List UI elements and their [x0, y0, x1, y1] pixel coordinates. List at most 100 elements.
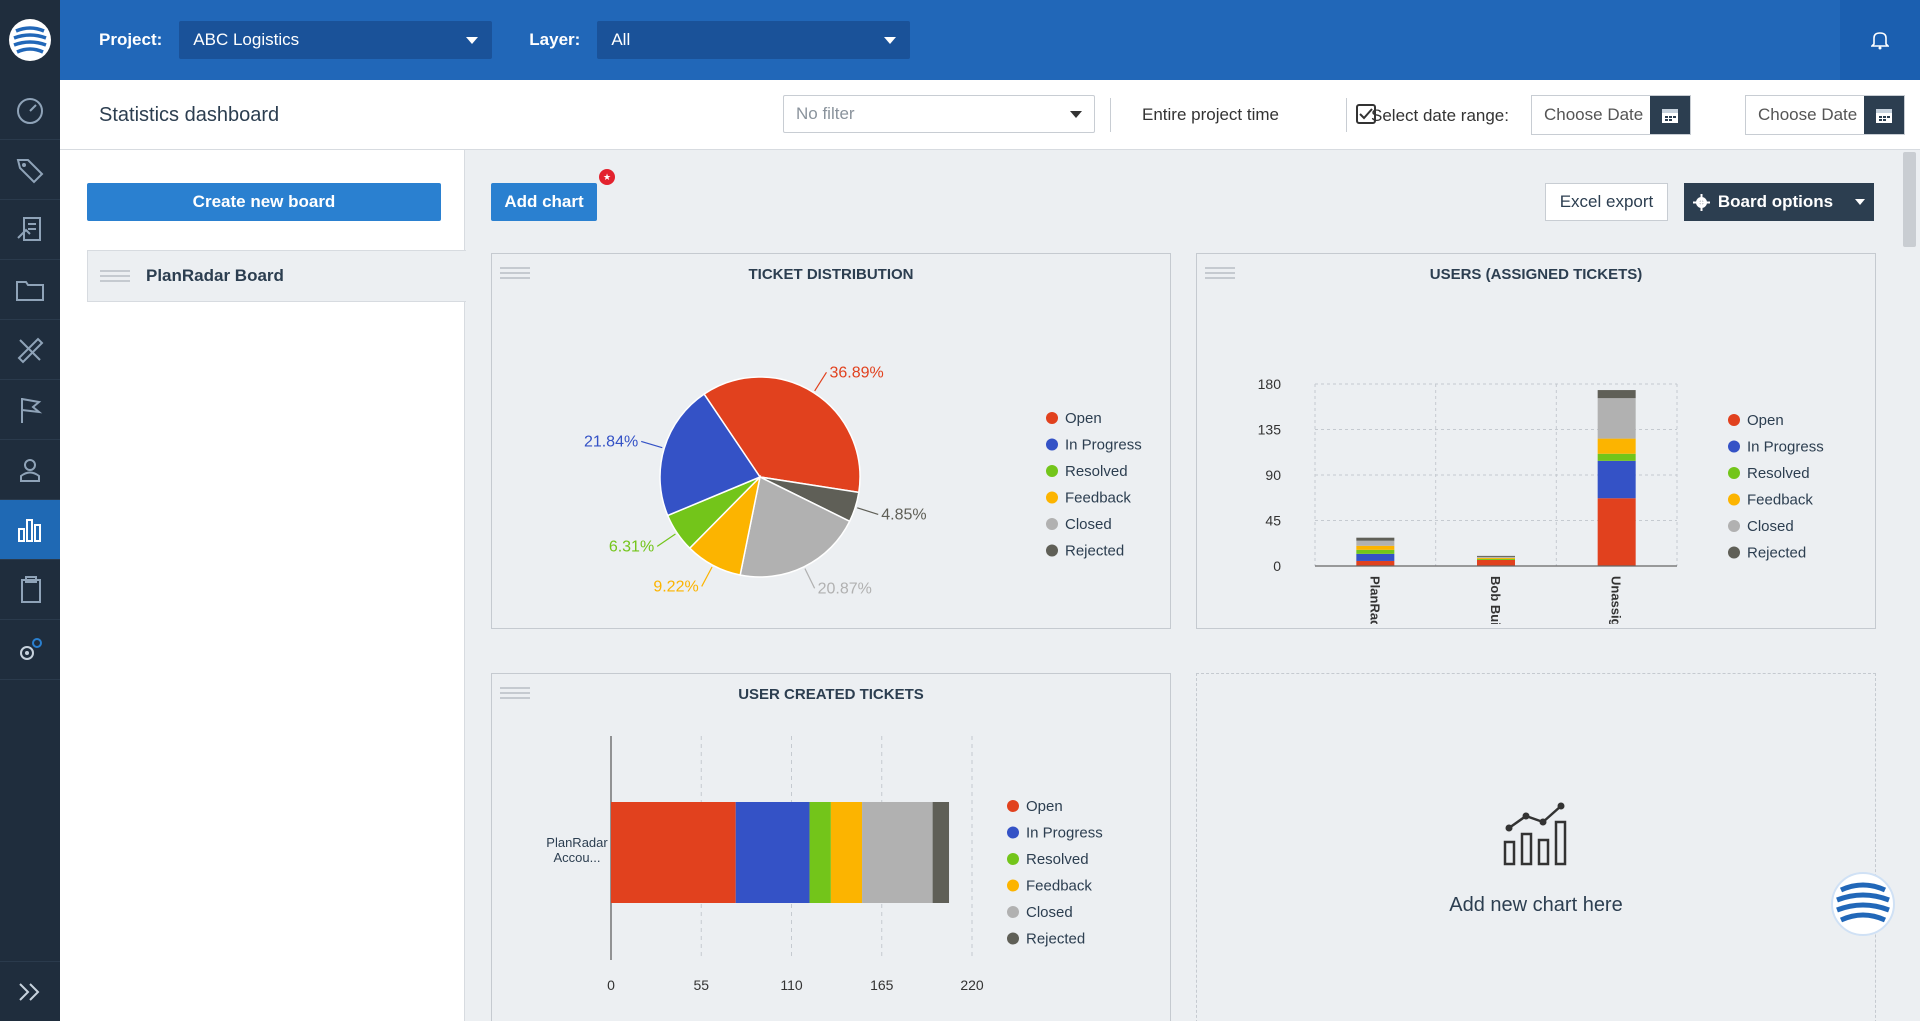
statistics-icon — [18, 518, 41, 542]
legend-label-rejected[interactable]: Rejected — [1026, 931, 1085, 948]
bell-icon — [1871, 32, 1889, 50]
legend-label-rejected[interactable]: Rejected — [1065, 543, 1124, 560]
bar-unassigned-t-resolved[interactable] — [1597, 453, 1636, 461]
pie-slice-open[interactable] — [703, 376, 861, 494]
scrollbar-thumb[interactable] — [1903, 152, 1916, 247]
board-options-label: Board options — [1717, 192, 1834, 211]
bar-planradar-ac-feedback[interactable] — [1356, 545, 1395, 550]
rail-reports[interactable] — [0, 200, 60, 260]
reports-icon — [17, 216, 41, 241]
bar-unassigned-t-rejected[interactable] — [1597, 390, 1636, 399]
legend-marker-feedback — [1007, 879, 1019, 892]
filter-select[interactable]: No filter — [783, 95, 1095, 133]
bar-segment-in-progress[interactable] — [735, 802, 810, 903]
rail-tickets[interactable] — [0, 140, 60, 200]
legend-label-open[interactable]: Open — [1747, 412, 1784, 429]
users-assigned-panel: USERS (ASSIGNED TICKETS) 0 45 90 135 180 Plan… — [1196, 253, 1876, 629]
bar-unassigned-t-closed[interactable] — [1597, 398, 1636, 439]
legend-label-open[interactable]: Open — [1065, 410, 1102, 427]
user-created-panel: USER CREATED TICKETS 0 55 110 165 220 PlanRad… — [491, 673, 1171, 1021]
pie-slice-in-progress[interactable] — [659, 393, 762, 517]
excel-export-button[interactable]: Excel export — [1545, 183, 1668, 221]
rail-settings[interactable] — [0, 620, 60, 680]
bar-planradar-ac-in-progress[interactable] — [1356, 553, 1395, 561]
legend-label-feedback[interactable]: Feedback — [1065, 490, 1131, 507]
rail-documents[interactable] — [0, 260, 60, 320]
plans-ruler-icon — [17, 337, 44, 363]
bar-bob-builder-resolved[interactable] — [1477, 558, 1515, 560]
rail-forms[interactable] — [0, 560, 60, 620]
pie-slice-closed[interactable] — [739, 475, 851, 578]
legend-marker-in-progress — [1007, 826, 1019, 839]
bar-planradar-ac-resolved[interactable] — [1356, 549, 1395, 554]
legend-label-in-progress[interactable]: In Progress — [1065, 437, 1142, 454]
add-chart-placeholder[interactable]: Add new chart here — [1196, 673, 1876, 1021]
legend-label-closed[interactable]: Closed — [1747, 518, 1794, 535]
rail-users[interactable] — [0, 440, 60, 500]
date-from-calendar-button[interactable] — [1650, 96, 1690, 134]
x-tick-label: 55 — [693, 977, 709, 993]
bar-segment-rejected[interactable] — [932, 802, 950, 903]
legend-label-in-progress[interactable]: In Progress — [1747, 439, 1824, 456]
rail-expand[interactable] — [0, 961, 60, 1021]
legend-label-feedback[interactable]: Feedback — [1026, 878, 1092, 895]
entire-project-time-checkbox[interactable] — [1356, 104, 1376, 124]
bar-segment-open[interactable] — [611, 802, 736, 903]
drag-handle-icon[interactable] — [500, 264, 530, 282]
notifications-button[interactable] — [1840, 0, 1920, 80]
main-scrollbar[interactable] — [1899, 150, 1920, 1021]
legend-label-closed[interactable]: Closed — [1065, 516, 1112, 533]
bar-planradar-ac-open[interactable] — [1356, 560, 1395, 566]
layer-select[interactable]: All — [597, 21, 911, 59]
bar-segment-closed[interactable] — [862, 802, 933, 903]
pie-data-label-rejected: 4.85% — [881, 506, 926, 523]
legend-marker-resolved — [1728, 467, 1740, 479]
pie-label-leader — [804, 568, 816, 589]
bar-unassigned-t-in-progress[interactable] — [1597, 460, 1636, 499]
project-select-value: ABC Logistics — [193, 30, 300, 49]
dashboard-gauge-icon — [17, 97, 43, 124]
bar-segment-resolved[interactable] — [809, 802, 831, 903]
project-label: Project: — [99, 30, 163, 49]
add-chart-button[interactable]: Add chart — [491, 183, 597, 221]
legend-label-resolved[interactable]: Resolved — [1065, 463, 1128, 480]
date-to-calendar-button[interactable] — [1864, 96, 1904, 134]
ticket-distribution-panel: TICKET DISTRIBUTION 36.89% 4.85% 20.87% 9.2… — [491, 253, 1171, 629]
legend-marker-rejected — [1046, 544, 1058, 557]
legend-marker-open — [1007, 800, 1019, 812]
board-options-button[interactable]: Board options — [1684, 183, 1874, 221]
legend-label-resolved[interactable]: Resolved — [1747, 465, 1810, 482]
settings-gears-icon — [20, 637, 42, 660]
drag-handle-icon[interactable] — [1205, 264, 1235, 282]
bar-bob-builder-closed[interactable] — [1477, 556, 1515, 558]
legend-label-open[interactable]: Open — [1026, 798, 1063, 815]
legend-label-resolved[interactable]: Resolved — [1026, 851, 1089, 868]
legend-marker-rejected — [1728, 546, 1740, 559]
bar-planradar-ac-rejected[interactable] — [1356, 537, 1395, 541]
project-select[interactable]: ABC Logistics — [179, 21, 493, 59]
bar-segment-feedback[interactable] — [830, 802, 863, 903]
drag-handle-icon[interactable] — [100, 267, 130, 285]
help-chat-logo-button[interactable] — [1829, 870, 1897, 938]
new-feature-star-badge-icon: ★ — [599, 169, 615, 185]
bar-unassigned-t-open[interactable] — [1597, 498, 1636, 566]
legend-label-closed[interactable]: Closed — [1026, 904, 1073, 921]
bar-unassigned-t-feedback[interactable] — [1597, 438, 1636, 454]
rail-statistics[interactable] — [0, 500, 60, 560]
legend-label-feedback[interactable]: Feedback — [1747, 492, 1813, 509]
legend-label-in-progress[interactable]: In Progress — [1026, 825, 1103, 842]
create-new-board-button[interactable]: Create new board — [87, 183, 441, 221]
rail-plans[interactable] — [0, 320, 60, 380]
bar-bob-builder-feedback[interactable] — [1477, 557, 1515, 559]
drag-handle-icon[interactable] — [500, 684, 530, 702]
bar-bob-builder-open[interactable] — [1477, 559, 1515, 566]
legend-label-rejected[interactable]: Rejected — [1747, 545, 1806, 562]
planradar-logo[interactable] — [0, 0, 60, 80]
bar-bob-builder-rejected[interactable] — [1477, 555, 1515, 557]
board-list-item[interactable]: PlanRadar Board — [87, 250, 467, 302]
date-from-field[interactable]: Choose Date — [1531, 95, 1691, 135]
date-to-field[interactable]: Choose Date — [1745, 95, 1905, 135]
rail-milestones[interactable] — [0, 380, 60, 440]
rail-dashboard[interactable] — [0, 80, 60, 140]
bar-planradar-ac-closed[interactable] — [1356, 540, 1395, 546]
